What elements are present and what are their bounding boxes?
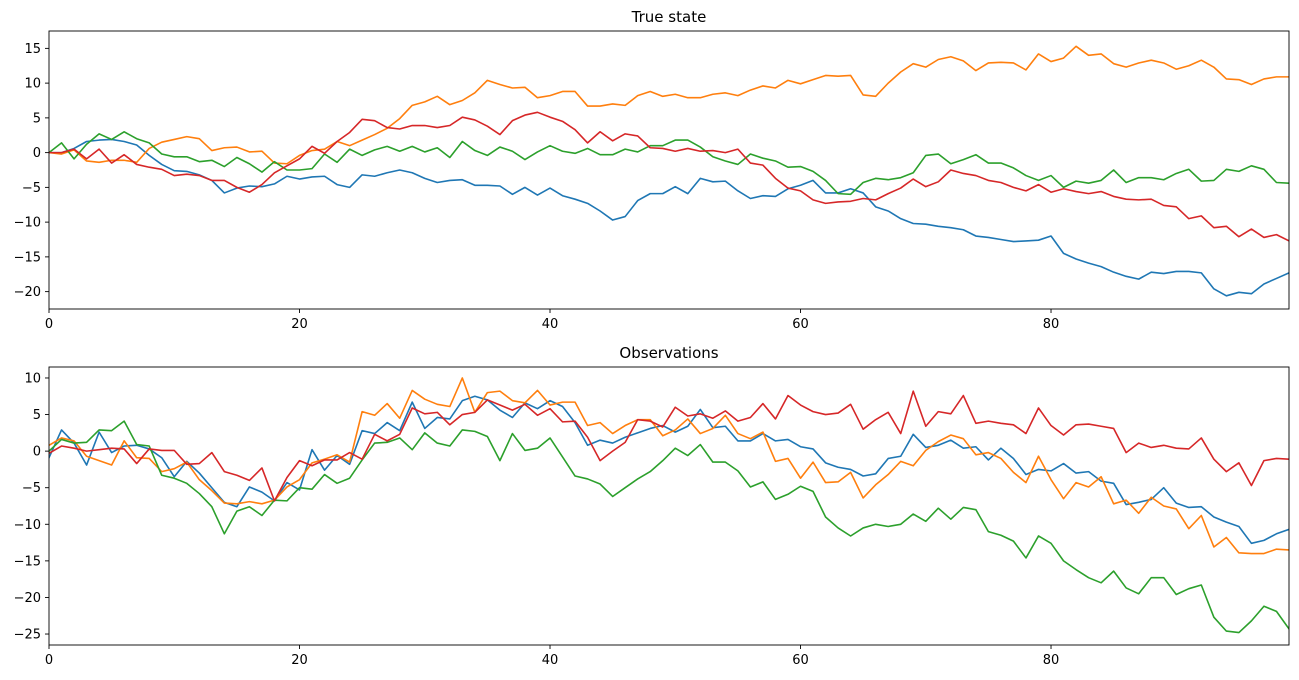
series-group [49, 377, 1289, 634]
x-tick-label: 80 [1043, 317, 1060, 332]
true-state-chart: True state 0 20 40 60 80 15 10 5 0 −5 −10 −15 −20 [14, 8, 1290, 332]
chart-title: Observations [619, 344, 718, 362]
y-tick-label: 10 [24, 371, 41, 386]
y-tick-label: −10 [14, 518, 41, 533]
y-tick-label: −10 [14, 216, 41, 231]
series-line-2 [49, 45, 1289, 165]
y-tick-label: −5 [22, 181, 41, 196]
series-line-4 [49, 111, 1289, 242]
x-tick-label: 0 [45, 653, 53, 668]
series-line-4 [49, 390, 1289, 502]
chart-title: True state [631, 8, 707, 26]
y-tick-label: 10 [24, 77, 41, 92]
y-tick-label: 5 [33, 408, 41, 423]
y-tick-label: 0 [33, 445, 41, 460]
series-line-1 [49, 138, 1289, 297]
y-tick-label: −20 [14, 591, 41, 606]
y-tick-label: −20 [14, 285, 41, 300]
x-tick-label: 0 [45, 317, 53, 332]
x-tick-label: 20 [291, 653, 308, 668]
y-tick-label: 15 [24, 42, 41, 57]
series-line-3 [49, 420, 1289, 634]
x-tick-label: 80 [1043, 653, 1060, 668]
y-tick-label: −15 [14, 554, 41, 569]
x-tick-label: 60 [792, 317, 809, 332]
plot-frame [48, 30, 1290, 310]
x-tick-label: 20 [291, 317, 308, 332]
plot-frame [48, 366, 1290, 646]
observations-chart: Observations 0 20 40 60 80 10 5 0 −5 −10 −15 −20 −25 [14, 344, 1290, 668]
x-tick-label: 60 [792, 653, 809, 668]
y-tick-label: −5 [22, 481, 41, 496]
y-tick-label: −25 [14, 628, 41, 643]
y-tick-label: 0 [33, 146, 41, 161]
series-line-3 [49, 130, 1289, 196]
x-tick-label: 40 [542, 653, 559, 668]
series-line-1 [49, 395, 1289, 545]
series-group [49, 45, 1289, 297]
series-line-2 [49, 377, 1289, 555]
y-tick-label: −15 [14, 250, 41, 265]
y-tick-label: 5 [33, 111, 41, 126]
x-tick-label: 40 [542, 317, 559, 332]
